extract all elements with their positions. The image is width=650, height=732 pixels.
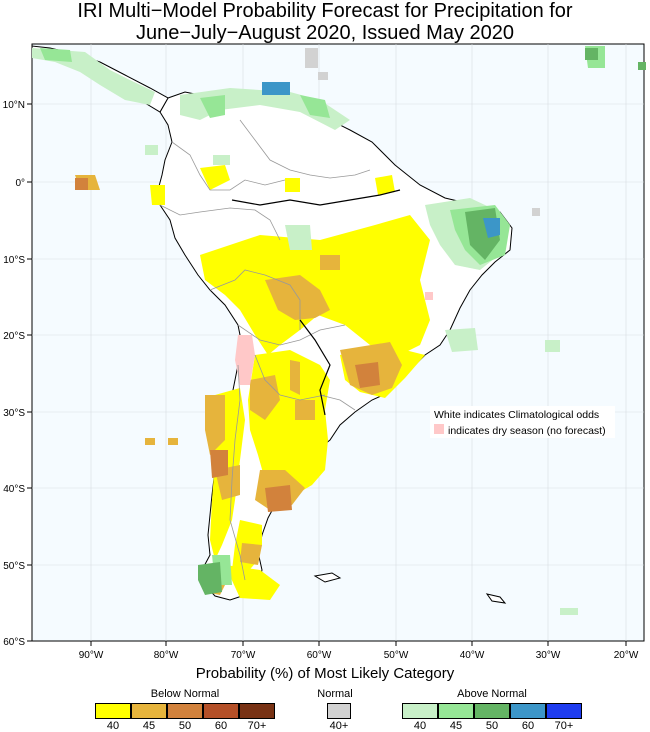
lon-label: 30°W — [536, 650, 561, 661]
an-tick: 60 — [521, 720, 535, 732]
title-line-2: June−July−August 2020, Issued May 2020 — [135, 22, 515, 44]
below-normal-label: Below Normal — [150, 688, 220, 700]
normal-tick: 40+ — [329, 720, 349, 732]
country-borders — [159, 119, 371, 581]
bn-swatch-50 — [167, 703, 203, 719]
an-tick: 40 — [413, 720, 427, 732]
an-swatch-40 — [402, 703, 438, 719]
axis-ticks — [27, 103, 627, 646]
normal-swatch — [327, 703, 351, 719]
legend-note-line-1: White indicates Climatological odds — [434, 409, 599, 421]
above-normal-label: Above Normal — [457, 688, 527, 700]
an-swatch-70 — [546, 703, 582, 719]
legend-note-box — [430, 406, 615, 438]
normal-label: Normal — [317, 688, 353, 700]
bn-tick: 45 — [142, 720, 156, 732]
lat-label: 0° — [15, 178, 25, 189]
bn-tick: 60 — [214, 720, 228, 732]
map-title: IRI Multi−Model Probability Forecast for… — [0, 0, 650, 44]
an-tick: 70+ — [554, 720, 574, 732]
bn-swatch-60 — [203, 703, 239, 719]
lat-label: 20°S — [3, 331, 25, 342]
bn-tick: 40 — [106, 720, 120, 732]
south-georgia — [485, 593, 507, 604]
lon-label: 60°W — [307, 650, 332, 661]
lon-label: 50°W — [384, 650, 409, 661]
an-swatch-60 — [510, 703, 546, 719]
rivers — [231, 189, 401, 416]
bn-swatch-70 — [239, 703, 275, 719]
bn-swatch-40 — [95, 703, 131, 719]
dry-season-spot — [425, 292, 433, 300]
above-normal-60 — [262, 82, 500, 238]
bn-tick: 70+ — [247, 720, 267, 732]
dry-season-region — [235, 335, 255, 385]
lon-label: 80°W — [154, 650, 179, 661]
lat-label: 50°S — [3, 561, 25, 572]
an-swatch-50 — [474, 703, 510, 719]
lat-label: 60°S — [3, 637, 25, 648]
an-tick: 50 — [485, 720, 499, 732]
normal-category — [305, 48, 540, 216]
falkland-islands — [313, 572, 342, 583]
lon-label: 90°W — [79, 650, 104, 661]
bn-swatch-45 — [131, 703, 167, 719]
an-swatch-45 — [438, 703, 474, 719]
colorbar-title: Probability (%) of Most Likely Category — [195, 665, 455, 682]
lon-label: 70°W — [231, 650, 256, 661]
latitude-labels: 10°N 0° 10°S 20°S 30°S 40°S 50°S 60°S — [3, 100, 26, 648]
lat-label: 40°S — [3, 484, 25, 495]
bn-tick: 50 — [178, 720, 192, 732]
lon-label: 40°W — [460, 650, 485, 661]
lat-label: 10°N — [3, 100, 25, 111]
lat-label: 10°S — [3, 255, 25, 266]
longitude-labels: 90°W 80°W 70°W 60°W 50°W 40°W 30°W 20°W — [79, 650, 639, 661]
below-normal-50 — [75, 178, 380, 512]
an-tick: 45 — [449, 720, 463, 732]
lat-label: 30°S — [3, 408, 25, 419]
title-line-1: IRI Multi−Model Probability Forecast for… — [77, 0, 573, 22]
legend-note-line-2: indicates dry season (no forecast) — [448, 425, 606, 437]
dry-season-swatch — [434, 424, 444, 434]
lon-label: 20°W — [614, 650, 639, 661]
